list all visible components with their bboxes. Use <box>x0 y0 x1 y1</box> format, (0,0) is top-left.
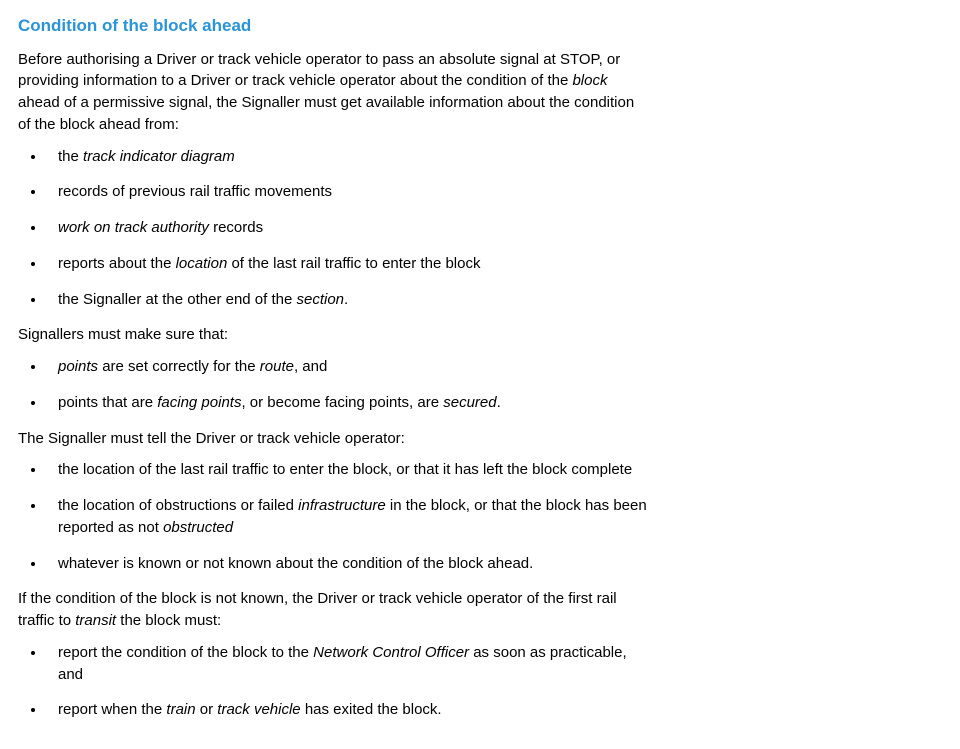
section-heading: Condition of the block ahead <box>18 14 942 39</box>
report-list: report the condition of the block to the… <box>18 642 942 721</box>
points-list: points are set correctly for the route, … <box>18 356 942 414</box>
info-source-list: the track indicator diagram records of pr… <box>18 146 942 311</box>
unknown-condition-paragraph: If the condition of the block is not kno… <box>18 588 648 632</box>
list-item: the track indicator diagram <box>46 146 648 168</box>
list-item: the location of obstructions or failed i… <box>46 495 648 539</box>
list-item: points are set correctly for the route, … <box>46 356 648 378</box>
list-item: work on track authority records <box>46 217 648 239</box>
signallers-must-paragraph: Signallers must make sure that: <box>18 324 648 346</box>
list-item: reports about the location of the last r… <box>46 253 648 275</box>
signaller-tell-paragraph: The Signaller must tell the Driver or tr… <box>18 428 648 450</box>
list-item: report the condition of the block to the… <box>46 642 648 686</box>
list-item: points that are facing points, or become… <box>46 392 648 414</box>
intro-paragraph: Before authorising a Driver or track veh… <box>18 49 648 136</box>
tell-list: the location of the last rail traffic to… <box>18 459 942 574</box>
list-item: records of previous rail traffic movemen… <box>46 181 648 203</box>
list-item: report when the train or track vehicle h… <box>46 699 648 721</box>
list-item: the location of the last rail traffic to… <box>46 459 648 481</box>
list-item: whatever is known or not known about the… <box>46 553 648 575</box>
list-item: the Signaller at the other end of the se… <box>46 289 648 311</box>
